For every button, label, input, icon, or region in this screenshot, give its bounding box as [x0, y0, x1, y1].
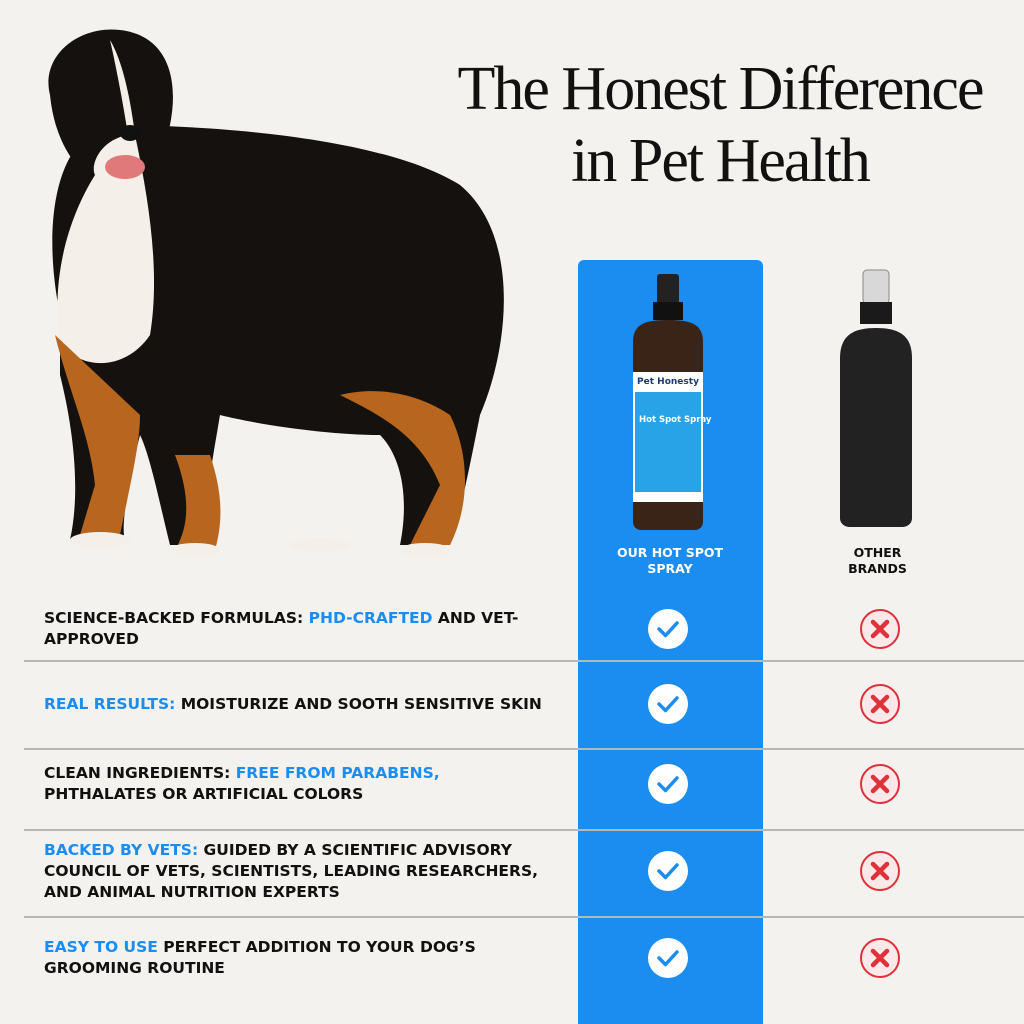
- cross-icon: [860, 938, 900, 978]
- cross-icon: [860, 764, 900, 804]
- feature-text: CLEAN INGREDIENTS: FREE FROM PARABENS, P…: [44, 763, 554, 805]
- check-icon: [648, 764, 688, 804]
- feature-text-part: BACKED BY VETS:: [44, 840, 199, 859]
- column-header: OTHER BRANDS: [848, 545, 907, 576]
- row-separator: [24, 916, 1024, 918]
- feature-text: EASY TO USE PERFECT ADDITION TO YOUR DOG…: [44, 937, 554, 979]
- cross-icon: [860, 609, 900, 649]
- check-icon: [648, 851, 688, 891]
- row-separator: [24, 829, 1024, 831]
- feature-text: SCIENCE-BACKED FORMULAS: PHD-CRAFTED AND…: [44, 608, 554, 650]
- feature-text: REAL RESULTS: MOISTURIZE AND SOOTH SENSI…: [44, 694, 554, 715]
- check-icon: [648, 684, 688, 724]
- column-header: OUR HOT SPOT SPRAY: [616, 545, 724, 576]
- cross-icon: [860, 684, 900, 724]
- feature-text-part: EASY TO USE: [44, 938, 158, 956]
- row-separator: [24, 660, 1024, 662]
- check-icon: [648, 938, 688, 978]
- feature-text: BACKED BY VETS: GUIDED BY A SCIENTIFIC A…: [44, 840, 554, 903]
- feature-text-part: PHTHALATES OR ARTIFICIAL COLORS: [44, 785, 364, 803]
- title-line: in Pet Health: [571, 127, 871, 195]
- bottle-brand: Pet Honesty: [637, 377, 699, 387]
- feature-text-part: FREE FROM PARABENS,: [235, 764, 440, 782]
- feature-text-part: AND VET-APPROVED: [44, 609, 519, 648]
- bottle-product: Hot Spot Spray: [639, 415, 711, 425]
- check-icon: [648, 609, 688, 649]
- feature-text-part: REAL RESULTS:: [44, 694, 176, 713]
- feature-text-part: GUIDED BY A SCIENTIFIC ADVISORY COUNCIL …: [44, 840, 538, 901]
- feature-text-part: SCIENCE-BACKED FORMULAS:: [44, 609, 309, 627]
- product-bottle: Pet Honesty Hot Spot Spray: [633, 274, 711, 530]
- feature-text-part: CLEAN INGREDIENTS:: [44, 764, 236, 782]
- dog-illustration: [48, 29, 504, 557]
- row-separator: [24, 748, 1024, 750]
- feature-text-part: PERFECT ADDITION TO YOUR DOG’S GROOMING …: [44, 938, 476, 977]
- plain-bottle: [840, 269, 912, 527]
- feature-text-part: PHD-CRAFTED: [308, 609, 433, 627]
- cross-icon: [860, 851, 900, 891]
- title-line: The Honest Difference: [457, 55, 985, 123]
- feature-text-part: MOISTURIZE AND SOOTH SENSITIVE SKIN: [175, 694, 542, 713]
